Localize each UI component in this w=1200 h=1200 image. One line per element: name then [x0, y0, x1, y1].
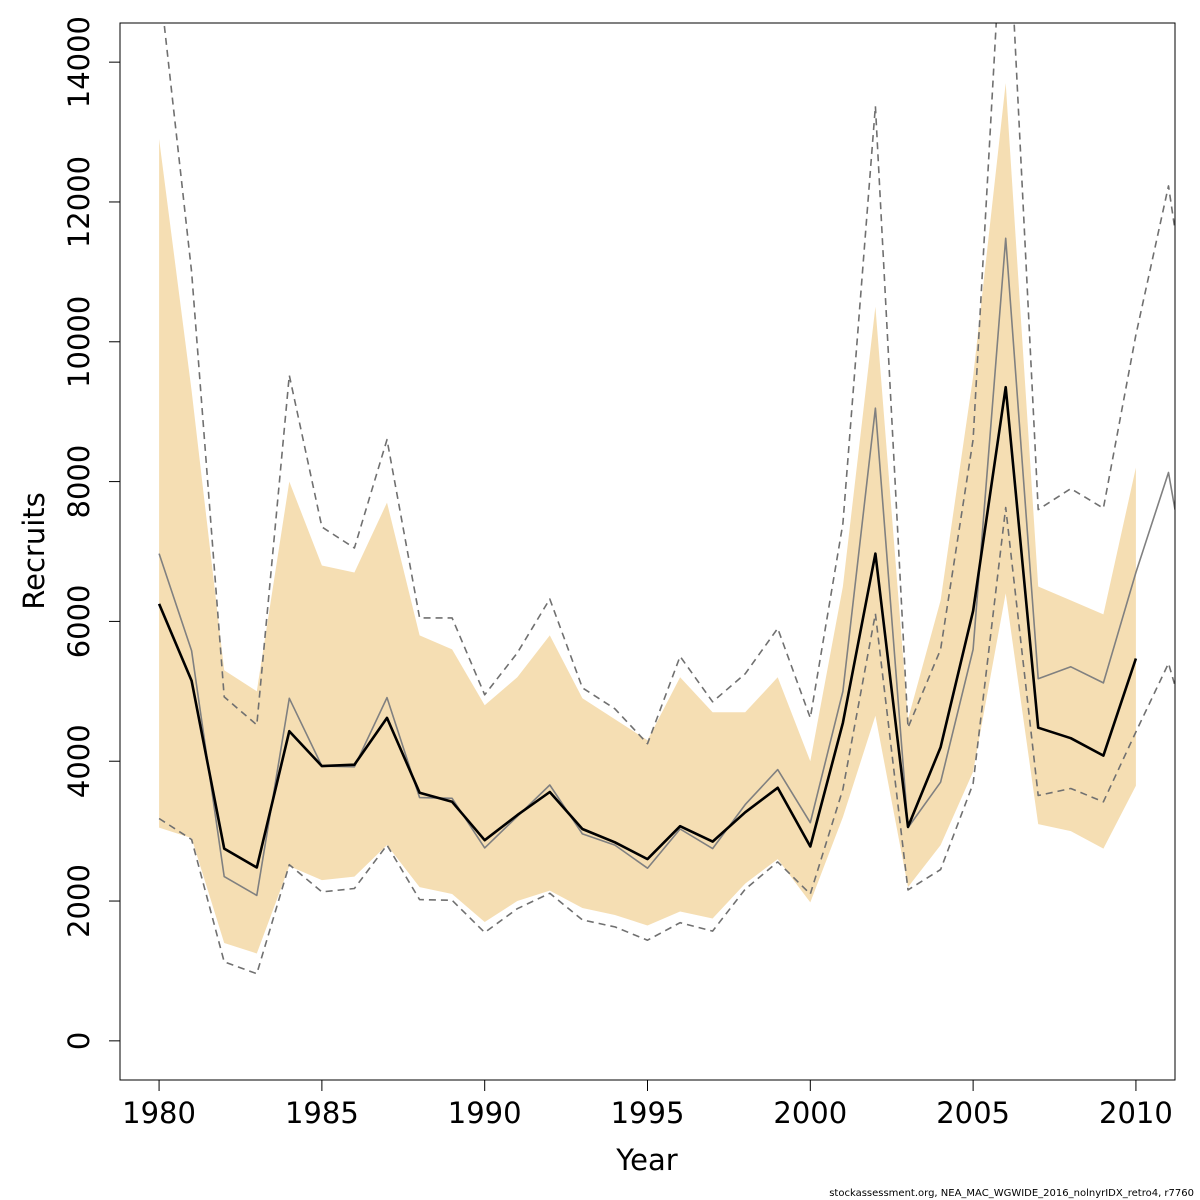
y-axis-title: Recruits: [17, 492, 51, 609]
retro-bound-line-2: [163, 23, 1175, 745]
estimate-line-0: [157, 385, 1138, 869]
x-tick-label-1980: 1980: [122, 1096, 196, 1130]
y-tick-label-8000: 8000: [62, 445, 96, 519]
x-tick-label-2000: 2000: [773, 1096, 847, 1130]
x-tick-label-1985: 1985: [285, 1096, 359, 1130]
confidence-band: [159, 83, 1136, 954]
y-tick-label-10000: 10000: [62, 296, 96, 388]
x-tick-label-1990: 1990: [448, 1096, 522, 1130]
x-axis-title: Year: [615, 1143, 677, 1177]
retro-bound-line-3: [158, 506, 1175, 975]
footer-note: stockassessment.org, NEA_MAC_WGWIDE_2016…: [829, 1188, 1194, 1199]
y-tick-label-4000: 4000: [62, 724, 96, 798]
x-tick-label-1995: 1995: [611, 1096, 685, 1130]
x-tick-label-2005: 2005: [936, 1096, 1010, 1130]
y-tick-label-0: 0: [62, 1032, 96, 1050]
y-tick-label-14000: 14000: [62, 16, 96, 108]
x-tick-label-2010: 2010: [1099, 1096, 1173, 1130]
y-tick-label-6000: 6000: [62, 584, 96, 658]
y-tick-label-12000: 12000: [62, 156, 96, 248]
y-tick-label-2000: 2000: [62, 864, 96, 938]
